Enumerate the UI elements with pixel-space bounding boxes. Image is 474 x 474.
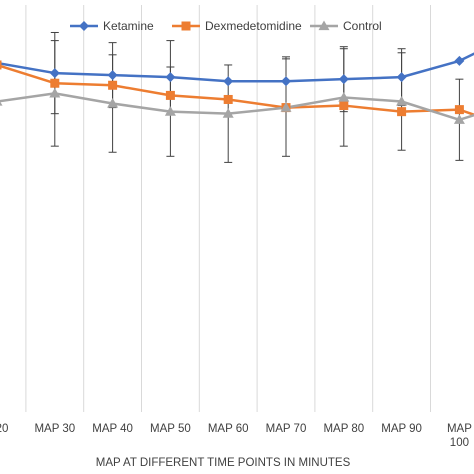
x-tick-label: MAP 70 <box>266 423 307 435</box>
data-point-dexmedetomidine <box>165 90 175 100</box>
legend-label: Dexmedetomidine <box>205 19 302 33</box>
legend-item-dexmedetomidine: Dexmedetomidine <box>172 19 302 33</box>
data-point-ketamine <box>49 68 60 79</box>
x-tick-label: MAP 90 <box>381 423 422 435</box>
data-point-ketamine <box>454 55 465 66</box>
data-point-ketamine <box>165 72 176 83</box>
legend: Ketamine Dexmedetomidine Control <box>70 19 382 33</box>
data-point-ketamine <box>396 72 407 83</box>
x-tick-label: MAP 80 <box>323 423 364 435</box>
legend-marker-ketamine <box>79 21 89 31</box>
data-point-control <box>164 106 176 116</box>
data-point-ketamine <box>107 70 118 81</box>
legend-item-control: Control <box>310 19 382 33</box>
legend-marker-dexmedetomidine <box>181 21 191 31</box>
series-lines <box>0 52 474 122</box>
series-markers <box>0 55 465 124</box>
data-point-dexmedetomidine <box>50 78 60 88</box>
legend-label: Ketamine <box>103 19 154 33</box>
legend-item-ketamine: Ketamine <box>70 19 154 33</box>
legend-marker-control <box>318 20 330 31</box>
x-tick-label: MAP 50 <box>150 423 191 435</box>
data-point-control <box>222 108 234 118</box>
data-point-ketamine <box>281 76 291 87</box>
x-tick-label: MAP 60 <box>208 423 249 435</box>
data-point-dexmedetomidine <box>454 105 464 115</box>
series-line-ketamine <box>0 52 474 83</box>
x-tick-label: 20 <box>0 423 8 435</box>
x-tick-label: MAP 30 <box>34 423 75 435</box>
data-point-control <box>396 96 408 106</box>
data-point-dexmedetomidine <box>397 107 407 117</box>
data-point-control <box>107 98 119 108</box>
data-point-control <box>280 102 292 112</box>
data-point-control <box>338 91 350 102</box>
data-point-dexmedetomidine <box>108 80 118 90</box>
data-point-dexmedetomidine <box>0 60 2 70</box>
x-tick-label: MAP 100 <box>447 423 472 449</box>
x-tick-labels: 20 MAP 30 MAP 40 MAP 50 MAP 60 MAP 70 MAP 80 MA… <box>0 423 472 449</box>
data-point-dexmedetomidine <box>339 101 349 111</box>
data-point-control <box>453 114 465 124</box>
x-axis-label: MAP AT DIFFERENT TIME POINTS IN MINUTES <box>96 457 351 469</box>
series-line-control <box>0 92 474 122</box>
data-point-ketamine <box>223 76 234 87</box>
vertical-gridlines <box>25 5 431 412</box>
data-point-control <box>0 101 3 106</box>
data-point-control <box>49 87 61 98</box>
data-point-dexmedetomidine <box>223 94 233 104</box>
legend-label: Control <box>343 19 382 33</box>
data-point-ketamine <box>338 74 349 85</box>
x-tick-label: MAP 40 <box>92 423 133 435</box>
